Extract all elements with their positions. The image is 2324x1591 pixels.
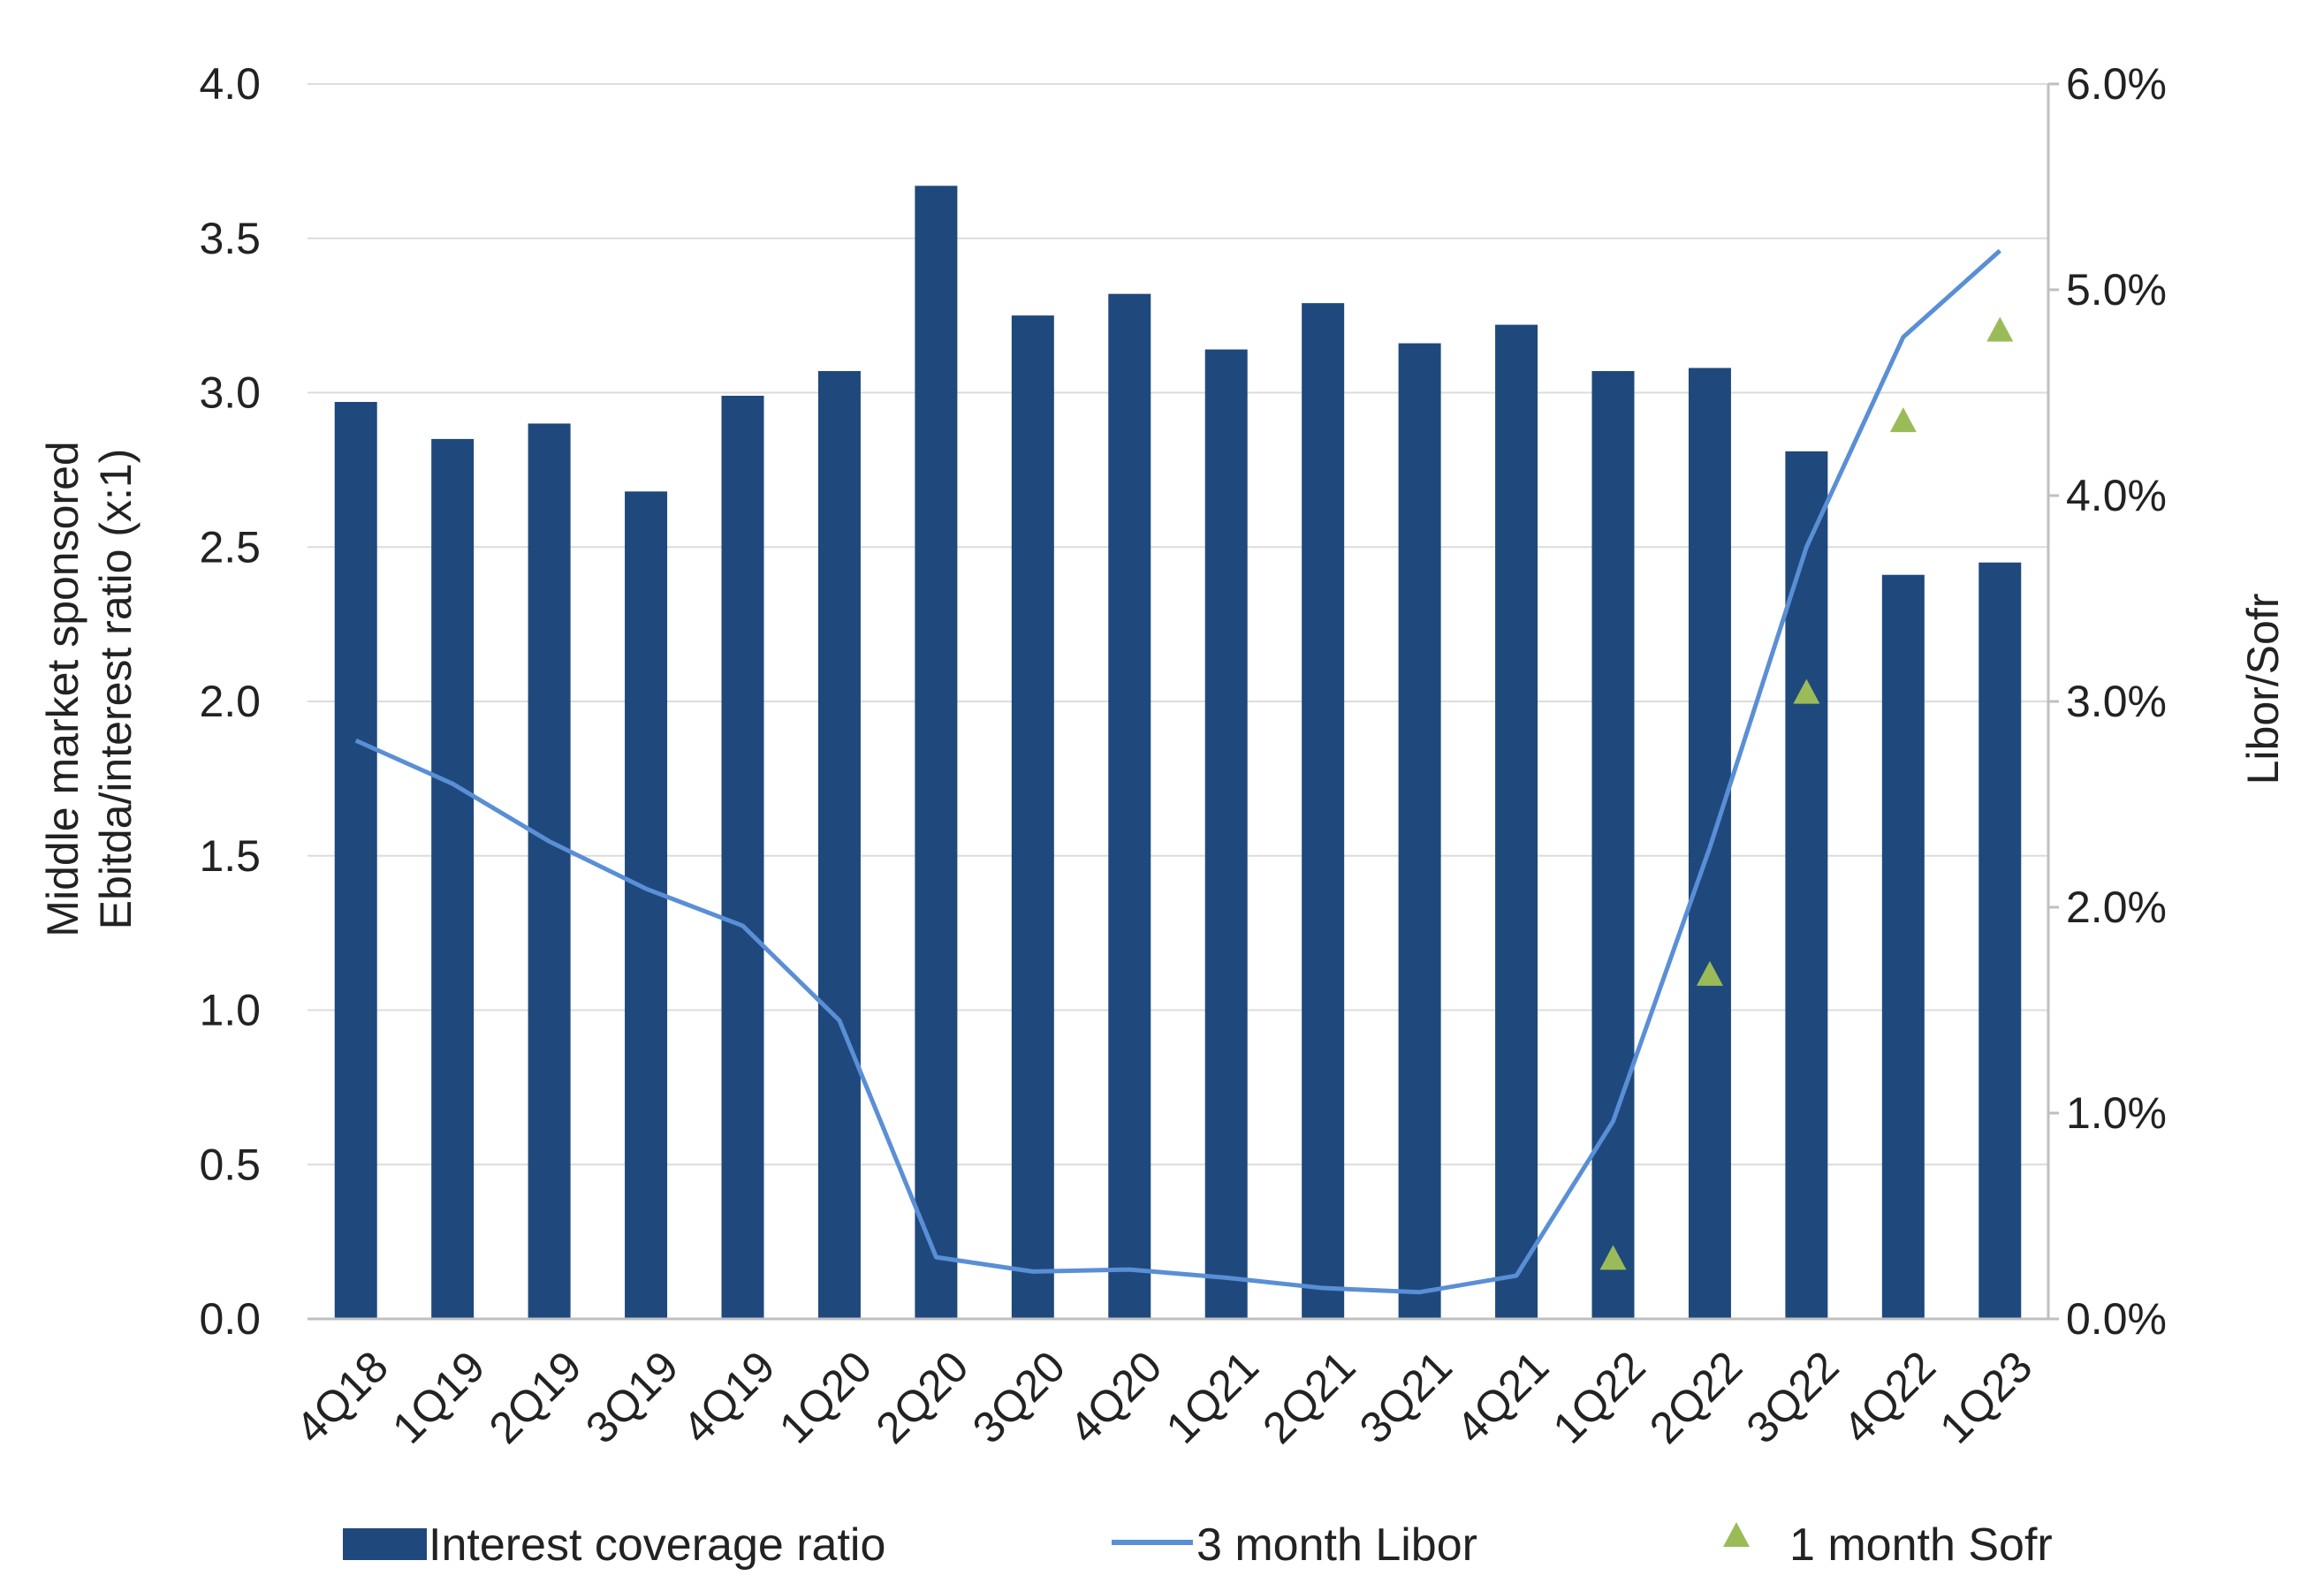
left-tick-label: 3.5	[199, 214, 261, 263]
bar	[721, 395, 764, 1319]
sofr-marker	[1889, 407, 1917, 433]
legend-label-interest-coverage: Interest coverage ratio	[429, 1519, 885, 1571]
left-axis-ticks: 0.0 0.5 1.0 1.5 2.0 2.5 3.0 3.5 4.0	[199, 59, 261, 1344]
right-tick-label: 3.0%	[2066, 677, 2167, 726]
bar	[1108, 293, 1151, 1319]
bar	[1591, 371, 1635, 1319]
sofr-marker	[1696, 960, 1723, 986]
bar	[431, 438, 475, 1319]
right-tick-label: 1.0%	[2066, 1088, 2167, 1138]
right-axis-ticks: 0.0% 1.0% 2.0% 3.0% 4.0% 5.0% 6.0%	[2048, 59, 2167, 1344]
bar	[915, 186, 958, 1320]
x-tick-label: 3Q22	[1737, 1342, 1849, 1453]
x-tick-label: 4Q22	[1834, 1342, 1945, 1453]
left-tick-label: 2.0	[199, 677, 261, 726]
right-tick-label: 2.0%	[2066, 883, 2167, 932]
bar-series	[334, 186, 2022, 1320]
x-tick-label: 4Q20	[1059, 1342, 1171, 1453]
sofr-marker	[1793, 678, 1820, 704]
right-tick-label: 6.0%	[2066, 59, 2167, 109]
line-series	[354, 248, 2001, 1295]
sofr-marker	[1986, 316, 2014, 342]
bar	[1881, 574, 1925, 1319]
bar	[625, 491, 668, 1319]
legend: Interest coverage ratio 3 month Libor 1 …	[343, 1519, 2053, 1571]
legend-swatch-sofr	[1723, 1522, 1750, 1547]
libor-line	[354, 248, 2001, 1295]
right-tick-label: 0.0%	[2066, 1294, 2167, 1344]
x-tick-label: 3Q20	[963, 1342, 1075, 1453]
x-tick-label: 2Q19	[480, 1342, 591, 1453]
bar	[1204, 349, 1248, 1319]
right-tick-label: 4.0%	[2066, 471, 2167, 520]
x-tick-label: 3Q21	[1350, 1342, 1462, 1453]
x-tick-label: 4Q19	[673, 1342, 785, 1453]
left-axis-title-line-1: Middle market sponsored	[38, 441, 87, 936]
bar	[334, 401, 377, 1319]
left-tick-label: 1.0	[199, 986, 261, 1035]
bar	[1398, 343, 1441, 1320]
x-tick-label: 1Q20	[770, 1342, 881, 1453]
right-axis-title: Libor/Sofr	[2238, 594, 2288, 785]
left-tick-label: 0.5	[199, 1140, 261, 1189]
sofr-marker	[1599, 1245, 1627, 1270]
left-tick-label: 2.5	[199, 522, 261, 572]
right-tick-label: 5.0%	[2066, 265, 2167, 314]
left-tick-label: 1.5	[199, 831, 261, 881]
bar	[1302, 303, 1345, 1319]
x-tick-label: 4Q18	[286, 1342, 398, 1453]
x-tick-label: 4Q21	[1447, 1342, 1558, 1453]
right-axis-title: Libor/Sofr	[2238, 594, 2288, 785]
gridlines	[308, 83, 2048, 1166]
bar	[1011, 315, 1054, 1319]
x-axis-ticks: 4Q181Q192Q193Q194Q191Q202Q203Q204Q201Q21…	[286, 1342, 2042, 1453]
x-tick-label: 1Q21	[1157, 1342, 1268, 1453]
x-tick-label: 3Q19	[576, 1342, 687, 1453]
legend-swatch-interest-coverage	[343, 1528, 427, 1560]
x-tick-label: 1Q19	[383, 1342, 494, 1453]
left-tick-label: 3.0	[199, 368, 261, 418]
legend-label-sofr: 1 month Sofr	[1789, 1519, 2053, 1571]
x-tick-label: 1Q22	[1544, 1342, 1655, 1453]
x-tick-label: 2Q21	[1253, 1342, 1364, 1453]
bar	[1495, 324, 1538, 1319]
bar	[1785, 451, 1828, 1319]
bar	[1978, 562, 2022, 1319]
x-tick-label: 2Q22	[1640, 1342, 1751, 1453]
legend-label-libor: 3 month Libor	[1196, 1519, 1477, 1571]
bar	[528, 423, 571, 1319]
left-axis-title: Middle market sponsored Ebitda/interest …	[38, 441, 141, 936]
left-axis-title-line-2: Ebitda/interest ratio (x:1)	[91, 449, 141, 930]
bar	[817, 371, 861, 1319]
marker-series	[1599, 316, 2014, 1270]
left-tick-label: 0.0	[199, 1294, 261, 1344]
x-tick-label: 1Q23	[1930, 1342, 2041, 1453]
x-tick-label: 2Q20	[867, 1342, 978, 1453]
left-tick-label: 4.0	[199, 59, 261, 109]
